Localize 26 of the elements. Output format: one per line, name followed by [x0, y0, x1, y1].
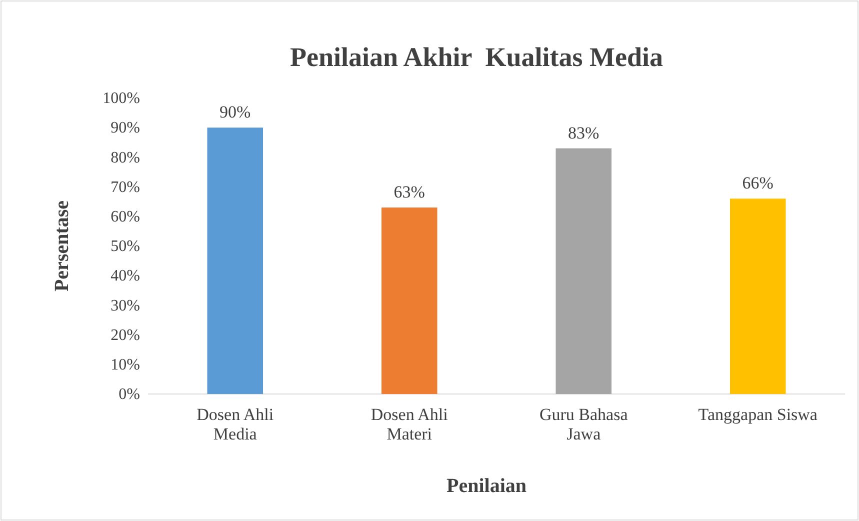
- x-tick-label: Dosen Ahli Media: [196, 405, 274, 444]
- y-tick-label: 90%: [110, 120, 140, 137]
- y-tick-label: 50%: [110, 238, 140, 256]
- y-tick-label: 100%: [102, 90, 140, 108]
- y-axis-title: Persentase: [51, 200, 73, 292]
- x-tick-label: Dosen Ahli Materi: [370, 405, 448, 444]
- bar: [556, 148, 612, 394]
- y-tick-label: 60%: [110, 208, 140, 226]
- data-label: 90%: [220, 102, 251, 122]
- y-tick-label: 40%: [110, 268, 140, 285]
- bar: [207, 128, 264, 394]
- chart-title: Penilaian Akhir Kualitas Media: [290, 42, 664, 72]
- y-tick-label: 0%: [118, 386, 140, 404]
- y-tick-label: 80%: [110, 149, 140, 166]
- y-tick-label: 30%: [110, 297, 140, 314]
- bar: [381, 208, 438, 394]
- bar: [730, 198, 786, 394]
- y-tick-label: 10%: [110, 356, 140, 374]
- x-tick-label: Tanggapan Siswa: [698, 405, 818, 424]
- y-tick-label: 20%: [110, 326, 140, 344]
- x-axis-title: Penilaian: [446, 475, 527, 497]
- data-label: 63%: [394, 182, 425, 202]
- x-tick-label: Guru Bahasa Jawa: [539, 405, 628, 444]
- y-tick-label: 70%: [110, 178, 140, 196]
- data-label: 83%: [568, 123, 600, 142]
- data-label: 66%: [742, 174, 774, 193]
